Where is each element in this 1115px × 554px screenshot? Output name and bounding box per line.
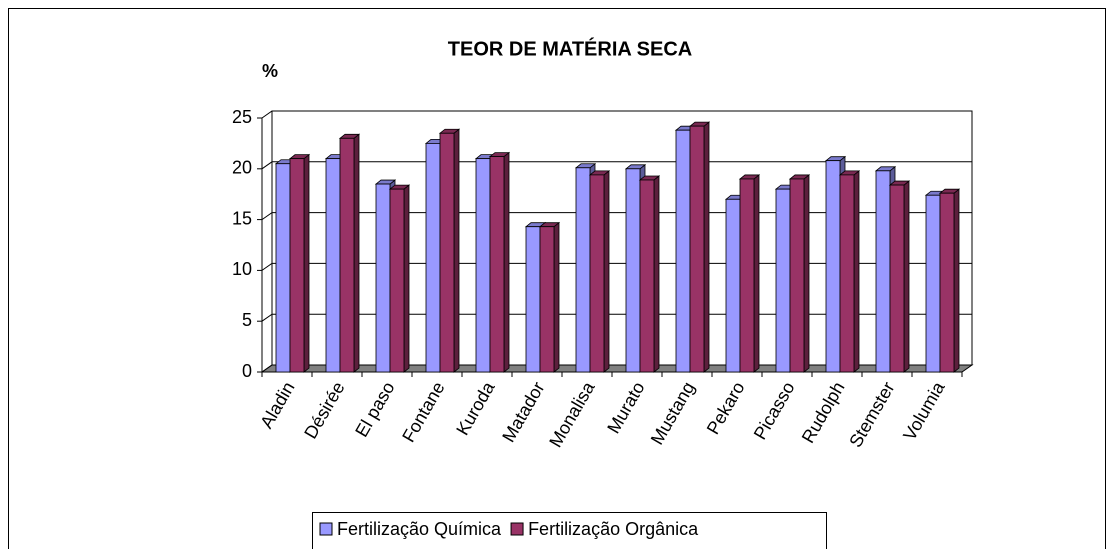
bar [525,226,541,373]
bar [639,179,655,373]
legend-box [312,512,827,553]
bar-side [553,221,560,373]
bar-side [303,153,310,373]
legend-label: Fertilização Química [337,519,502,539]
bar [589,174,605,373]
y-axis-label: % [262,61,278,81]
bar [689,125,705,373]
bar-side [853,170,860,373]
legend-label: Fertilização Orgânica [528,519,699,539]
bar [875,170,891,373]
bar [389,188,405,373]
grid-line [261,161,972,170]
bar-side [603,170,610,373]
bar-side [653,175,660,373]
y-tick-label: 15 [232,208,252,228]
bar [289,158,305,373]
bar-side [453,128,460,373]
bar-side [953,188,960,373]
bar [475,158,491,373]
bar [539,226,555,373]
y-tick-label: 25 [232,107,252,127]
bar [325,158,341,373]
floor [260,364,974,373]
bar [839,174,855,373]
bar [575,167,591,373]
bar [725,198,741,373]
bar-side [903,180,910,373]
bar [439,132,455,373]
bar-side [403,184,410,373]
bar-side [703,121,710,373]
legend-swatch [319,522,333,536]
grid-line [261,110,972,119]
bar [789,178,805,373]
bar [925,194,941,373]
bar [889,184,905,373]
bar [775,188,791,373]
bar [625,168,641,373]
bar-side [803,174,810,373]
chart-title: TEOR DE MATÉRIA SECA [448,37,692,60]
bar [489,156,505,373]
bar [339,137,355,373]
legend-swatch [510,522,524,536]
bar-side [353,133,360,373]
bar [275,163,291,373]
bar [675,129,691,373]
legend: Fertilização Química Fertilização Orgânic… [312,512,827,553]
y-tick-label: 10 [232,259,252,279]
y-tick-label: 0 [242,361,252,381]
bar-side [503,151,510,373]
bar-side [753,174,760,373]
bar [939,192,955,373]
y-tick-label: 5 [242,310,252,330]
bar [375,183,391,373]
bar [825,160,841,373]
bar [739,178,755,373]
y-tick-label: 20 [232,158,252,178]
bar [425,142,441,373]
